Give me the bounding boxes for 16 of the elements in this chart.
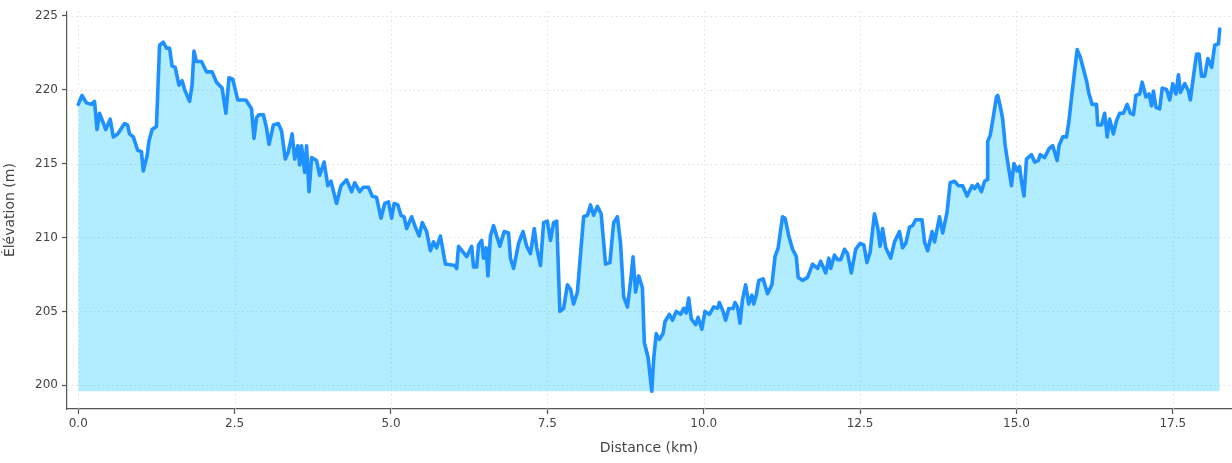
x-tick-label: 10.0: [690, 416, 718, 431]
y-tick-label: 205: [35, 303, 58, 318]
y-tick-label: 220: [35, 81, 58, 96]
y-tick-label: 200: [35, 377, 58, 392]
y-tick-label: 210: [35, 229, 58, 244]
x-tick-label: 17.5: [1159, 416, 1187, 431]
y-tick-label: 215: [35, 155, 58, 170]
x-tick-label: 2.5: [225, 416, 245, 431]
x-tick-label: 7.5: [537, 416, 557, 431]
x-tick-label: 0.0: [68, 416, 88, 431]
x-tick-label: 15.0: [1003, 416, 1030, 431]
y-tick-label: 225: [35, 7, 58, 22]
x-tick-label: 5.0: [381, 416, 401, 431]
x-tick-label: 12.5: [846, 416, 874, 431]
x-axis-title: Distance (km): [599, 439, 699, 456]
y-axis-title: Élévation (m): [1, 163, 18, 258]
